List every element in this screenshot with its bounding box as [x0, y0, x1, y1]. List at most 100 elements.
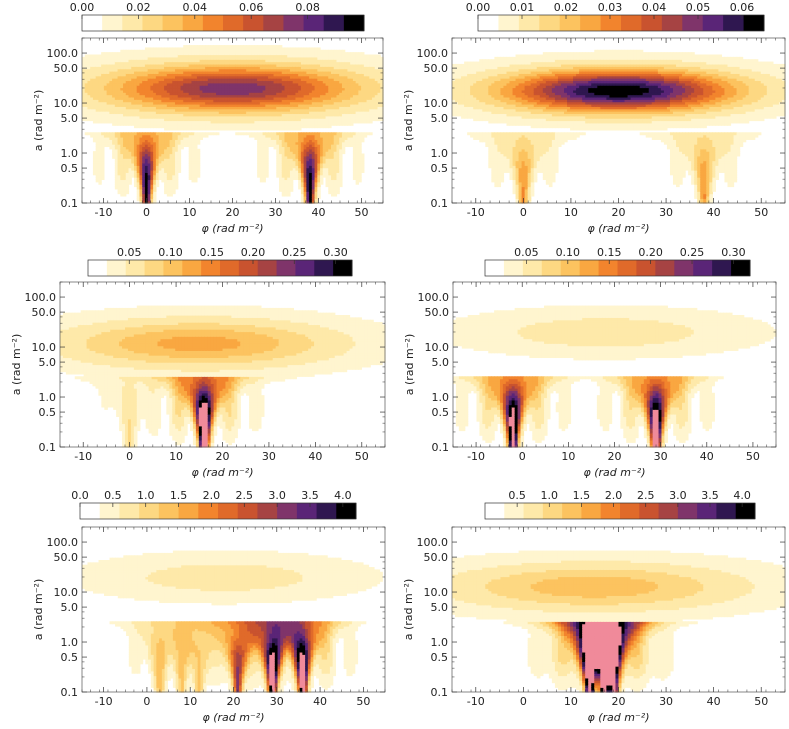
heatmap-cell: [95, 174, 100, 178]
heatmap-cell: [224, 115, 228, 119]
heatmap-cell: [120, 59, 124, 63]
heatmap-cell: [155, 54, 160, 58]
heatmap-cell: [139, 193, 143, 197]
heatmap-cell: [216, 96, 220, 100]
heatmap-cell: [123, 104, 127, 107]
heatmap-cell: [213, 75, 217, 79]
heatmap-cell: [131, 80, 135, 84]
heatmap-cell: [196, 47, 201, 51]
heatmap-cell: [210, 61, 214, 65]
heatmap-cell: [281, 181, 286, 185]
heatmap-cell: [120, 78, 124, 82]
heatmap-cell: [262, 160, 266, 164]
heatmap-cell: [265, 111, 269, 115]
heatmap-cell: [185, 120, 190, 124]
heatmap-cell: [265, 63, 269, 67]
heatmap-cell: [188, 151, 193, 155]
heatmap-cell: [114, 134, 119, 138]
heatmap-cell: [227, 94, 231, 98]
heatmap-cell: [144, 106, 149, 110]
heatmap-cell: [279, 144, 283, 148]
heatmap-cell: [188, 71, 193, 74]
heatmap-cell: [144, 59, 149, 63]
heatmap-cell: [205, 115, 209, 119]
heatmap-cell: [117, 87, 121, 91]
heatmap-cell: [202, 73, 206, 77]
heatmap-cell: [183, 92, 187, 96]
heatmap-cell: [161, 106, 165, 110]
heatmap-cell: [262, 162, 266, 166]
heatmap-cell: [279, 174, 283, 178]
heatmap-cell: [101, 158, 105, 162]
heatmap-cell: [235, 101, 239, 105]
heatmap-cell: [98, 167, 102, 171]
heatmap-cell: [109, 113, 113, 117]
heatmap-cell: [221, 92, 225, 96]
heatmap-cell: [169, 82, 173, 86]
heatmap-cell: [224, 71, 228, 74]
heatmap-cell: [276, 104, 280, 107]
heatmap-cell: [218, 125, 223, 129]
heatmap-cell: [229, 122, 234, 126]
heatmap-cell: [150, 82, 154, 86]
heatmap-cell: [169, 52, 173, 56]
heatmap-cell: [136, 78, 141, 82]
heatmap-cell: [281, 71, 286, 74]
heatmap-cell: [194, 132, 198, 136]
heatmap-cell: [257, 92, 261, 96]
heatmap-cell: [281, 80, 286, 84]
heatmap-cell: [183, 82, 187, 86]
heatmap-cell: [276, 87, 280, 91]
heatmap-cell: [221, 52, 225, 56]
heatmap-cell: [270, 52, 275, 56]
heatmap-cell: [128, 63, 132, 67]
heatmap-cell: [246, 75, 250, 79]
heatmap-cell: [262, 54, 266, 58]
heatmap-cell: [155, 104, 160, 107]
heatmap-cell: [188, 139, 193, 143]
heatmap-cell: [128, 172, 132, 176]
heatmap-cell: [284, 151, 288, 155]
heatmap-cell: [287, 71, 291, 74]
heatmap-cell: [106, 108, 110, 112]
heatmap-cell: [218, 80, 223, 84]
heatmap-cell: [166, 191, 171, 195]
heatmap-cell: [139, 134, 143, 138]
heatmap-cell: [125, 141, 130, 145]
heatmap-cell: [155, 151, 160, 155]
heatmap-cell: [101, 63, 105, 67]
heatmap-cell: [150, 148, 154, 152]
heatmap-cell: [218, 113, 223, 117]
heatmap-cell: [120, 120, 124, 124]
heatmap-cell: [153, 193, 157, 197]
heatmap-cell: [101, 96, 105, 100]
heatmap-cell: [213, 66, 217, 70]
heatmap-cell: [268, 104, 272, 107]
heatmap-cell: [101, 118, 105, 122]
heatmap-cell: [180, 66, 184, 70]
heatmap-cell: [177, 158, 182, 162]
heatmap-cell: [177, 61, 182, 65]
heatmap-cell: [279, 45, 283, 49]
heatmap-cell: [268, 132, 272, 136]
heatmap-cell: [84, 75, 89, 79]
heatmap-cell: [142, 153, 146, 157]
heatmap-cell: [158, 167, 162, 171]
heatmap-cell: [169, 132, 173, 136]
heatmap-cell: [166, 47, 171, 51]
heatmap-cell: [175, 186, 179, 190]
heatmap-cell: [232, 68, 236, 72]
heatmap-cell: [117, 174, 121, 178]
heatmap-cell: [210, 87, 214, 91]
heatmap-cell: [164, 61, 168, 65]
heatmap-cell: [147, 188, 152, 192]
heatmap-cell: [270, 141, 275, 145]
heatmap-cell: [262, 61, 266, 65]
heatmap-cell: [210, 68, 214, 72]
heatmap-cell: [218, 99, 223, 103]
heatmap-cell: [265, 47, 269, 51]
heatmap-cell: [205, 75, 209, 79]
heatmap-cell: [109, 87, 113, 91]
heatmap-cell: [139, 80, 143, 84]
heatmap-cell: [232, 127, 236, 131]
